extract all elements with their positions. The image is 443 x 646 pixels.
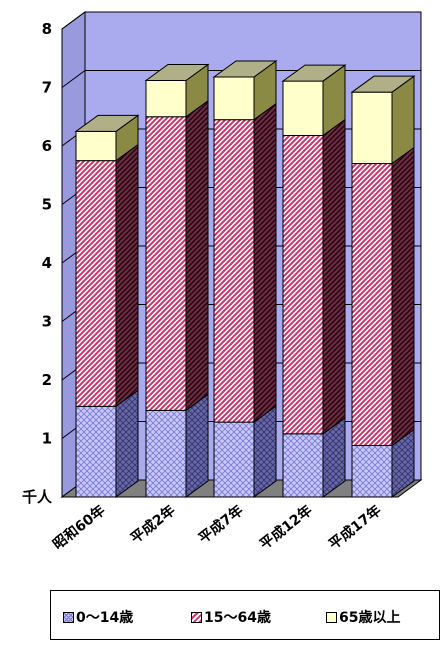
bar-top [144, 63, 210, 81]
category-label: 平成7年 [195, 502, 246, 547]
bar-side [115, 389, 139, 498]
gridline [61, 11, 421, 30]
bar-top [212, 60, 278, 78]
stacked-bar-chart: 8 7 6 5 4 3 2 1 千人 昭和60年 平成2年 平成7年 平成12年 平成17年 [22, 11, 423, 553]
bar-segment [351, 445, 393, 498]
bar-segment [145, 116, 187, 411]
bar-side [185, 99, 209, 412]
bar-segment [351, 91, 393, 165]
bar-segment [351, 163, 393, 447]
bar-segment [75, 160, 117, 407]
legend-swatch-crosshatch-icon [63, 612, 74, 623]
y-unit-label: 千人 [22, 488, 53, 506]
bar-top [350, 75, 416, 93]
bar-side [253, 102, 277, 424]
y-tick-label: 2 [42, 371, 52, 389]
legend-label-15-64: 15～64歳 [204, 610, 271, 626]
bar-side [185, 393, 209, 498]
category-label: 平成17年 [326, 502, 385, 553]
legend-label-65-plus: 65歳以上 [339, 610, 401, 626]
bar-segment [282, 134, 324, 435]
bar-side [391, 146, 415, 447]
legend-swatch-solid-icon [326, 612, 337, 623]
bar-top [74, 114, 140, 132]
bar-segment [282, 80, 324, 136]
category-label: 平成2年 [127, 502, 178, 547]
category-label: 平成12年 [257, 502, 316, 553]
y-tick-label: 7 [42, 79, 52, 97]
legend-swatch-diagonal-icon [191, 612, 202, 623]
y-tick-label: 6 [42, 137, 52, 155]
bar-segment [213, 76, 255, 121]
bar-side [115, 143, 139, 408]
bar-segment [75, 130, 117, 162]
legend-label-0-14: 0～14歳 [76, 610, 134, 626]
bar-segment [213, 421, 255, 498]
bar-top [281, 64, 347, 82]
bar-segment [213, 119, 255, 423]
y-tick-label: 3 [42, 313, 52, 331]
bar-segment [145, 79, 187, 118]
bar-segment [282, 433, 324, 498]
bar-side [322, 118, 346, 435]
y-tick-label: 8 [42, 20, 52, 38]
legend-item-65-plus: 65歳以上 [326, 607, 400, 627]
bar-segment [75, 405, 117, 498]
bar-segment [145, 409, 187, 498]
y-tick-label: 1 [42, 430, 52, 448]
legend: 0～14歳 15～64歳 65歳以上 [50, 590, 440, 640]
category-label: 昭和60年 [50, 502, 109, 553]
legend-item-0-14: 0～14歳 [63, 607, 133, 627]
y-tick-label: 4 [42, 254, 52, 272]
y-tick-label: 5 [42, 196, 52, 214]
legend-item-15-64: 15～64歳 [191, 607, 271, 627]
